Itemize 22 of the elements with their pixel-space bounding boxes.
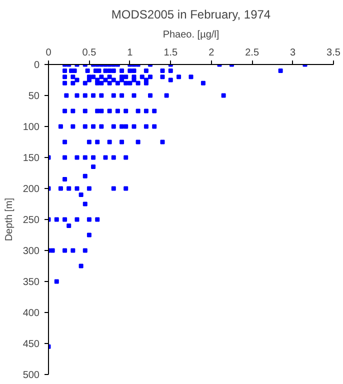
y-tick-label: 50 bbox=[28, 91, 40, 102]
y-tick-label: 350 bbox=[22, 277, 40, 288]
x-tick-label: 1 bbox=[127, 48, 134, 58]
y-tick-label: 500 bbox=[22, 370, 40, 381]
x-tick-label: 2 bbox=[208, 48, 215, 58]
y-tick-label: 250 bbox=[22, 215, 40, 226]
x-tick-label: 3.5 bbox=[326, 48, 341, 58]
x-tick-label: 3 bbox=[290, 48, 296, 58]
chart-title: MODS2005 in February, 1974 bbox=[111, 8, 271, 22]
x-tick-label: 0 bbox=[46, 48, 52, 58]
y-tick-label: 400 bbox=[22, 308, 40, 319]
x-tick-label: 1.5 bbox=[164, 48, 178, 58]
y-tick-label: 450 bbox=[22, 339, 40, 350]
y-axis-title: Depth [m] bbox=[4, 198, 15, 242]
y-tick-label: 150 bbox=[22, 153, 40, 164]
y-tick-label: 100 bbox=[22, 122, 40, 133]
y-tick-label: 200 bbox=[22, 184, 40, 195]
y-tick-label: 300 bbox=[22, 246, 40, 257]
x-tick-label: 2.5 bbox=[245, 48, 260, 58]
y-tick-label: 0 bbox=[34, 60, 40, 71]
x-tick-label: 0.5 bbox=[82, 48, 97, 58]
x-axis-title: Phaeo. [µg/l] bbox=[162, 30, 220, 40]
